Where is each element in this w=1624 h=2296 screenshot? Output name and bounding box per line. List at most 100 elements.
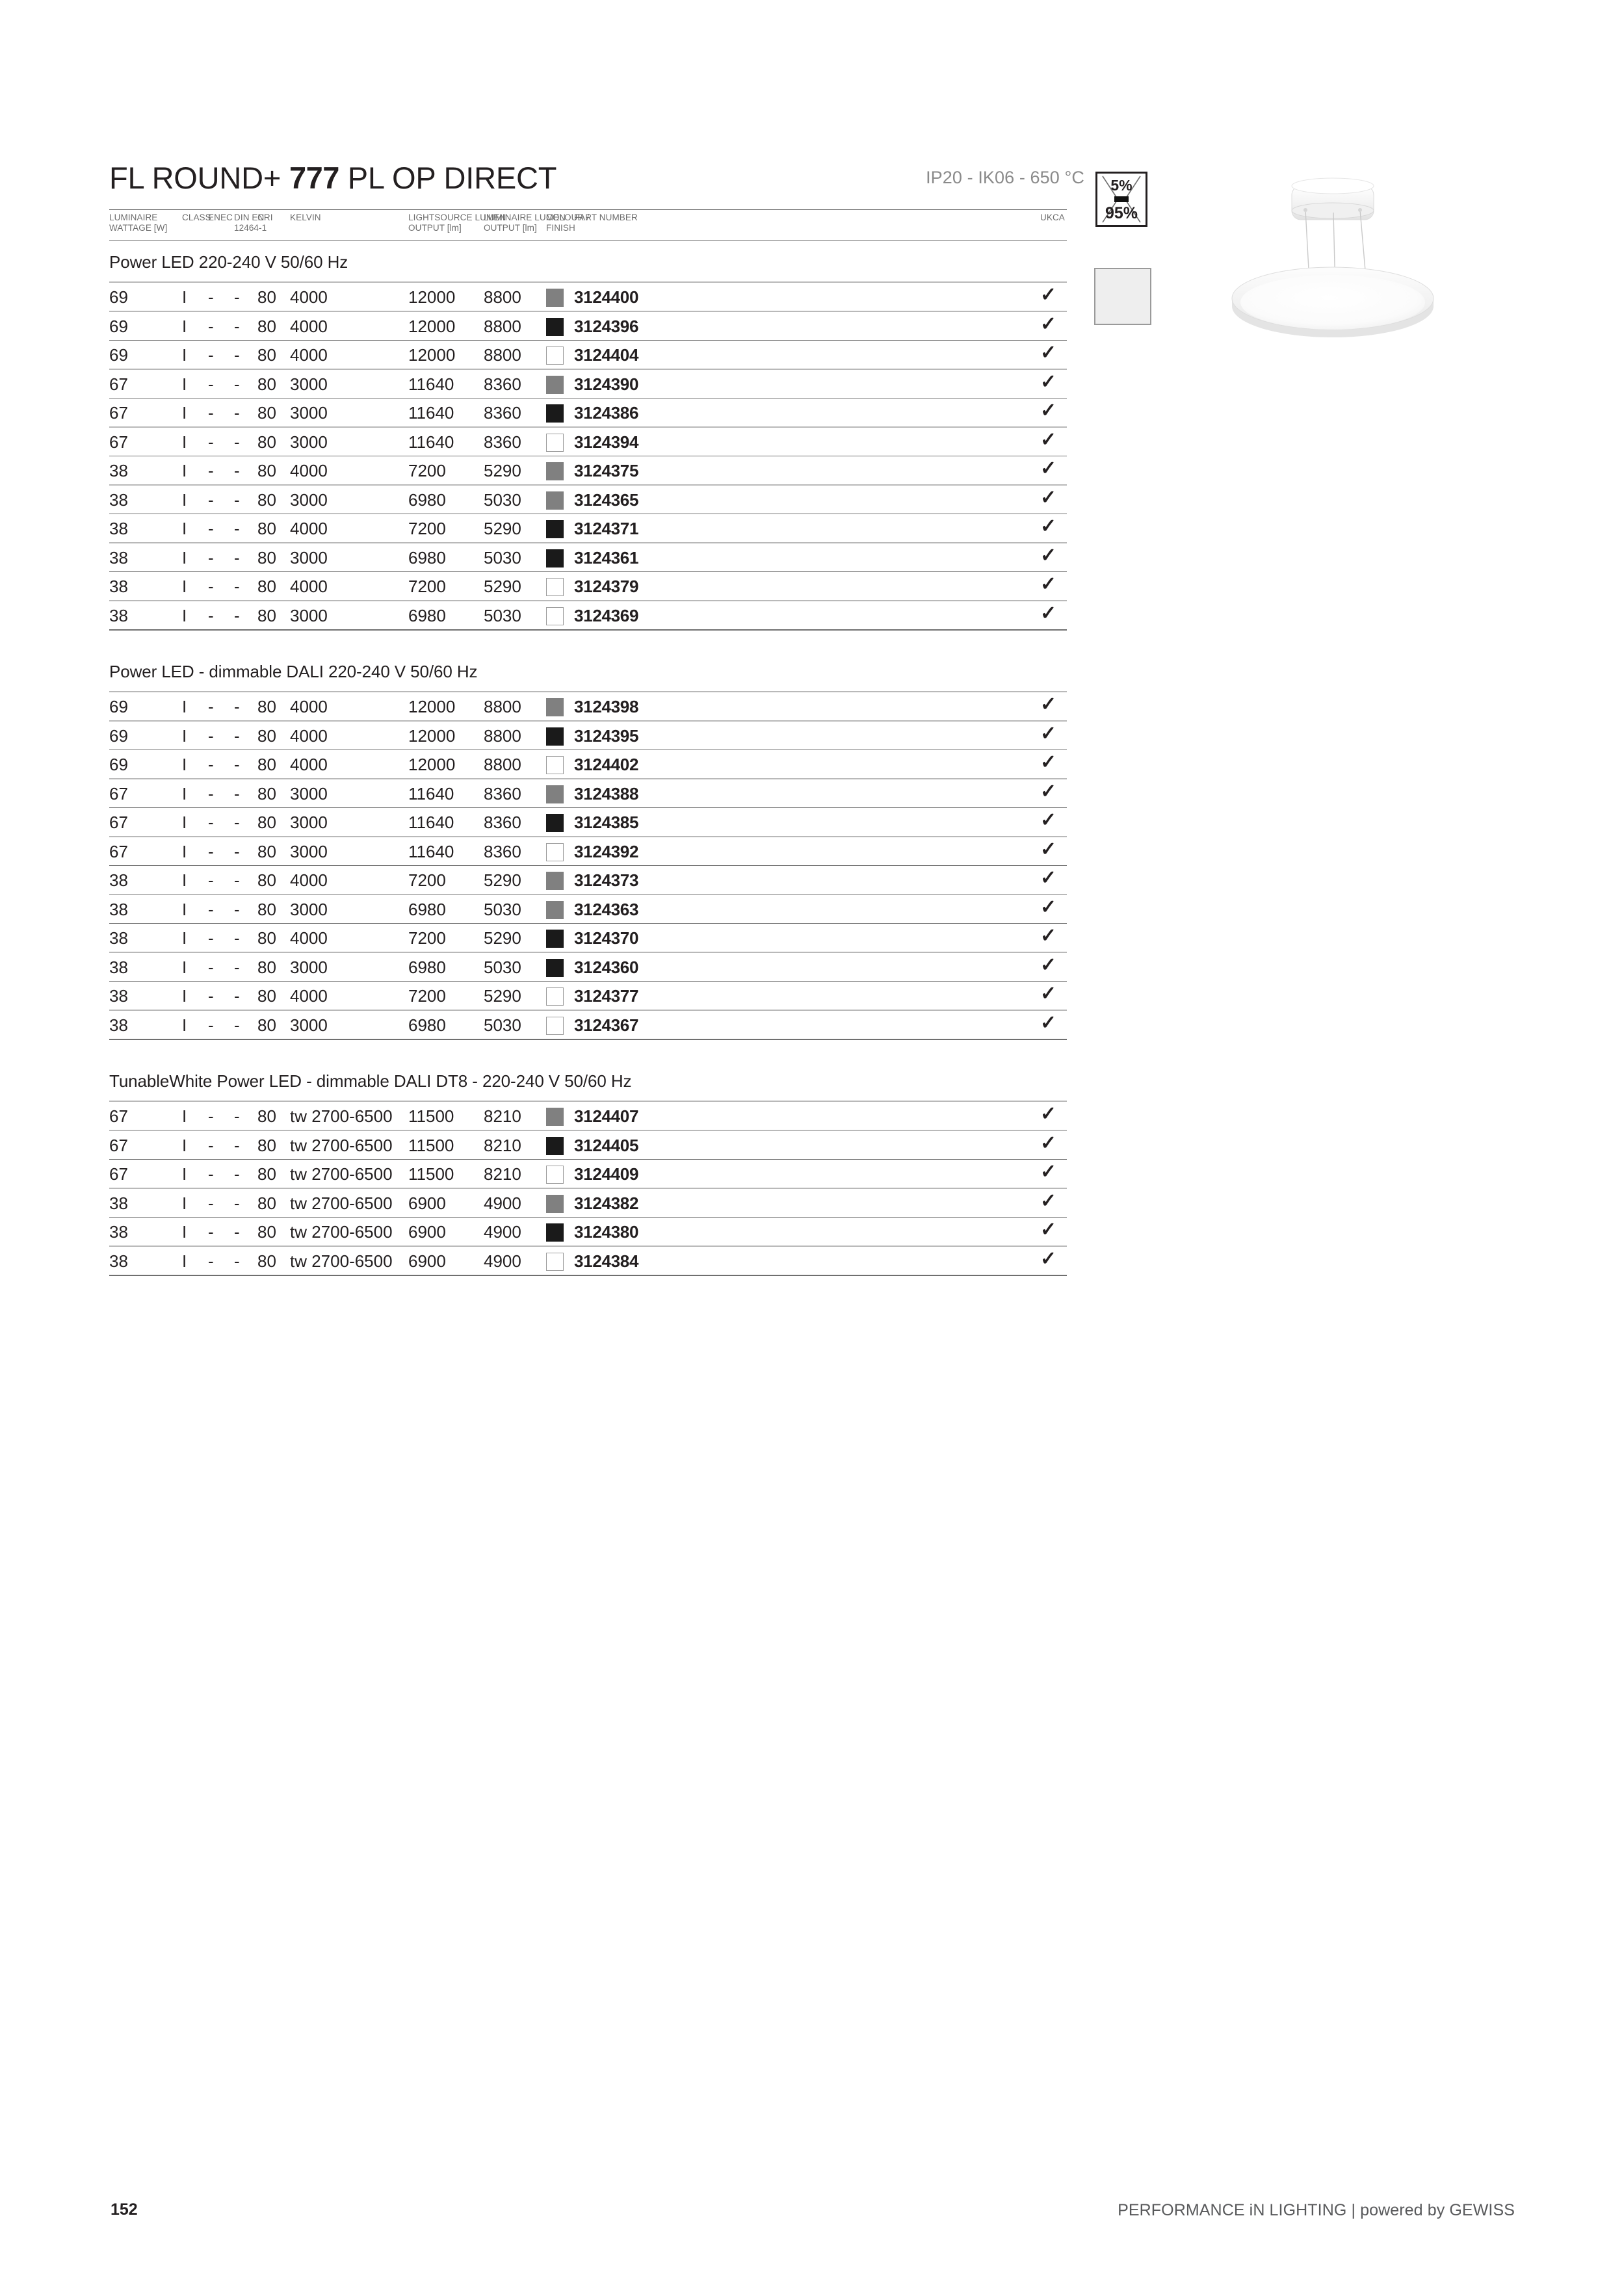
colour-finish-swatch (546, 607, 564, 625)
colour-finish-swatch (546, 698, 564, 716)
table-row[interactable]: 38 I - -80 3000 6980 5030 3124365 ✓ (109, 486, 1067, 514)
table-row[interactable]: 67 I - -80 tw 2700-6500 11500 8210 3124405 ✓ (109, 1131, 1067, 1159)
cell-kelvin: 3000 (290, 813, 328, 832)
table-row[interactable]: 67 I - -80 3000 11640 8360 3124388 ✓ (109, 779, 1067, 807)
cell-kelvin: 4000 (290, 986, 328, 1006)
pendant-luminaire-illustration (1231, 177, 1434, 337)
table-row[interactable]: 69 I - -80 4000 12000 8800 3124402 ✓ (109, 750, 1067, 778)
column-header-colour-finish: COLOUR / FINISH (546, 213, 590, 233)
cell-enec: - (208, 432, 214, 452)
cell-kelvin: 3000 (290, 432, 328, 452)
table-row[interactable]: 67 I - -80 3000 11640 8360 3124386 ✓ (109, 398, 1067, 426)
cell-luminaire-wattage: 38 (109, 870, 128, 890)
cell-enec: - (208, 1106, 214, 1126)
table-row[interactable]: 38 I - -80 tw 2700-6500 6900 4900 3124380 ✓ (109, 1218, 1067, 1246)
cell-lightsource-lumen: 6980 (408, 548, 446, 567)
cell-enec: - (208, 317, 214, 336)
cell-din-en: - (234, 1106, 240, 1126)
table-row[interactable]: 38 I - -80 4000 7200 5290 3124370 ✓ (109, 924, 1067, 952)
cell-luminaire-lumen: 8360 (484, 784, 521, 803)
table-row[interactable]: 67 I - -80 tw 2700-6500 11500 8210 3124409 ✓ (109, 1160, 1067, 1188)
cell-luminaire-lumen: 8360 (484, 842, 521, 861)
table-row[interactable]: 69 I - -80 4000 12000 8800 3124404 ✓ (109, 341, 1067, 369)
cell-kelvin: 4000 (290, 345, 328, 365)
cell-ukca-check: ✓ (1040, 487, 1057, 508)
table-row[interactable]: 67 I - -80 3000 11640 8360 3124385 ✓ (109, 808, 1067, 836)
cell-enec: - (208, 958, 214, 977)
cell-cri: 80 (257, 958, 276, 977)
cell-luminaire-wattage: 38 (109, 490, 128, 510)
table-row[interactable]: 38 I - -80 3000 6980 5030 3124367 ✓ (109, 1011, 1067, 1039)
page-title-part-2: PL OP DIRECT (339, 161, 557, 195)
row-rule (109, 542, 1067, 543)
cell-lightsource-lumen: 11500 (408, 1136, 454, 1155)
cell-cri: 80 (257, 1251, 276, 1271)
table-row[interactable]: 69 I - -80 4000 12000 8800 3124400 ✓ (109, 283, 1067, 311)
row-rule (109, 894, 1067, 895)
section-top-rule (109, 281, 1067, 283)
table-row[interactable]: 38 I - -80 4000 7200 5290 3124375 ✓ (109, 456, 1067, 484)
cell-din-en: - (234, 461, 240, 480)
table-row[interactable]: 38 I - -80 4000 7200 5290 3124377 ✓ (109, 982, 1067, 1010)
light-distribution-icon (1102, 176, 1141, 223)
cell-kelvin: tw 2700-6500 (290, 1251, 393, 1271)
cell-part-number: 3124380 (574, 1222, 639, 1242)
cell-luminaire-wattage: 38 (109, 900, 128, 919)
cell-luminaire-wattage: 38 (109, 1015, 128, 1035)
cell-luminaire-wattage: 67 (109, 432, 128, 452)
cell-luminaire-lumen: 8800 (484, 287, 521, 307)
cell-part-number: 3124396 (574, 317, 639, 336)
cell-din-en: - (234, 403, 240, 423)
table-row[interactable]: 69 I - -80 4000 12000 8800 3124395 ✓ (109, 722, 1067, 750)
table-row[interactable]: 69 I - -80 4000 12000 8800 3124396 ✓ (109, 312, 1067, 340)
table-row[interactable]: 38 I - -80 4000 7200 5290 3124373 ✓ (109, 866, 1067, 894)
colour-finish-swatch (546, 1195, 564, 1213)
cell-ukca-check: ✓ (1040, 954, 1057, 976)
cell-lightsource-lumen: 11500 (408, 1164, 454, 1184)
cell-din-en: - (234, 1164, 240, 1184)
cell-kelvin: 3000 (290, 958, 328, 977)
table-row[interactable]: 38 I - -80 4000 7200 5290 3124371 ✓ (109, 514, 1067, 542)
light-distribution-badge: 5% 95% (1095, 172, 1147, 227)
table-row[interactable]: 38 I - -80 4000 7200 5290 3124379 ✓ (109, 572, 1067, 600)
cell-enec: - (208, 1164, 214, 1184)
cell-cri: 80 (257, 432, 276, 452)
cell-class: I (182, 900, 187, 919)
cell-lightsource-lumen: 11640 (408, 813, 454, 832)
cell-ukca-check: ✓ (1040, 1248, 1057, 1270)
cell-lightsource-lumen: 6980 (408, 490, 446, 510)
table-row[interactable]: 38 I - -80 tw 2700-6500 6900 4900 3124384 ✓ (109, 1247, 1067, 1275)
cell-class: I (182, 1136, 187, 1155)
cell-part-number: 3124367 (574, 1015, 639, 1035)
cell-lightsource-lumen: 7200 (408, 928, 446, 948)
cell-lightsource-lumen: 12000 (408, 345, 456, 365)
row-rule (109, 340, 1067, 341)
table-row[interactable]: 38 I - -80 tw 2700-6500 6900 4900 3124382 ✓ (109, 1189, 1067, 1217)
table-row[interactable]: 67 I - -80 3000 11640 8360 3124392 ✓ (109, 837, 1067, 865)
cell-kelvin: 4000 (290, 755, 328, 774)
table-row[interactable]: 67 I - -80 tw 2700-6500 11500 8210 3124407 ✓ (109, 1102, 1067, 1130)
column-header-part-number: PART NUMBER (574, 213, 638, 222)
section-spacer (109, 631, 1067, 650)
table-row[interactable]: 38 I - -80 3000 6980 5030 3124360 ✓ (109, 953, 1067, 981)
cell-ukca-check: ✓ (1040, 1190, 1057, 1212)
table-row[interactable]: 38 I - -80 3000 6980 5030 3124369 ✓ (109, 601, 1067, 629)
table-row[interactable]: 38 I - -80 3000 6980 5030 3124361 ✓ (109, 543, 1067, 571)
cell-cri: 80 (257, 813, 276, 832)
cell-ukca-check: ✓ (1040, 284, 1057, 306)
cell-din-en: - (234, 900, 240, 919)
table-row[interactable]: 67 I - -80 3000 11640 8360 3124394 ✓ (109, 428, 1067, 456)
cell-kelvin: 4000 (290, 697, 328, 716)
cell-kelvin: 3000 (290, 842, 328, 861)
row-rule (109, 600, 1067, 601)
row-rule (109, 981, 1067, 982)
cell-lightsource-lumen: 12000 (408, 697, 456, 716)
table-row[interactable]: 38 I - -80 3000 6980 5030 3124363 ✓ (109, 895, 1067, 923)
cell-class: I (182, 519, 187, 538)
footer-page-number: 152 (111, 2200, 138, 2219)
table-row[interactable]: 67 I - -80 3000 11640 8360 3124390 ✓ (109, 370, 1067, 398)
cell-lightsource-lumen: 11640 (408, 842, 454, 861)
cell-ukca-check: ✓ (1040, 781, 1057, 802)
table-row[interactable]: 69 I - -80 4000 12000 8800 3124398 ✓ (109, 692, 1067, 720)
cell-ukca-check: ✓ (1040, 896, 1057, 918)
